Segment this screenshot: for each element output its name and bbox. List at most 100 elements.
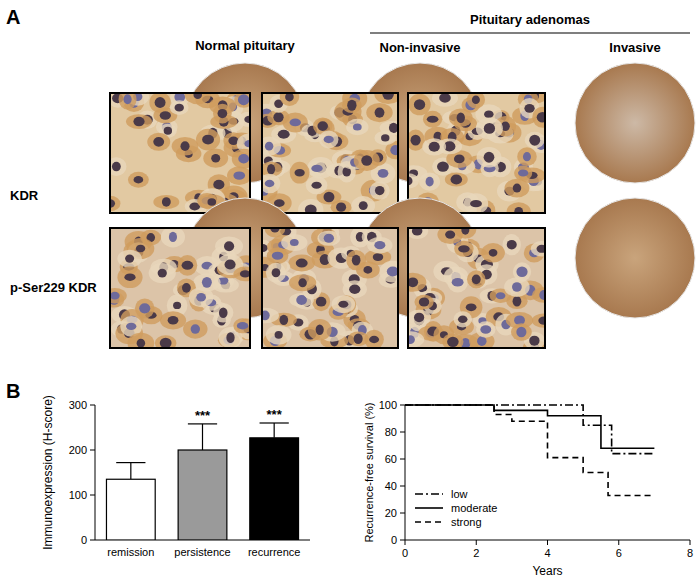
nucleus bbox=[123, 94, 131, 104]
nucleus bbox=[158, 269, 167, 278]
nucleus bbox=[272, 252, 283, 260]
cytoplasm bbox=[149, 263, 176, 283]
cytoplasm bbox=[445, 172, 468, 186]
nucleus bbox=[387, 267, 398, 277]
nucleus bbox=[480, 325, 491, 334]
nucleus bbox=[324, 136, 334, 143]
cytoplasm bbox=[262, 174, 280, 194]
nucleus bbox=[489, 249, 498, 257]
inset-background bbox=[110, 228, 250, 348]
nucleus bbox=[518, 170, 528, 177]
cytoplasm bbox=[290, 162, 310, 184]
nucleus bbox=[133, 117, 144, 127]
cytoplasm bbox=[454, 228, 476, 239]
nucleus bbox=[182, 261, 194, 270]
nucleus bbox=[316, 297, 327, 307]
cytoplasm bbox=[126, 114, 152, 129]
nucleus bbox=[211, 154, 220, 162]
nucleus bbox=[290, 239, 299, 246]
nucleus bbox=[155, 97, 166, 108]
nucleus bbox=[311, 182, 321, 189]
nucleus bbox=[458, 316, 468, 323]
y-tick bbox=[90, 450, 95, 451]
column-label: Normal pituitary bbox=[195, 38, 295, 53]
cytoplasm bbox=[203, 149, 228, 168]
cytoplasm bbox=[110, 196, 120, 212]
nucleus bbox=[513, 296, 522, 306]
cytoplasm bbox=[419, 173, 440, 191]
y-tick-label: 0 bbox=[391, 534, 397, 546]
y-tick-label: 80 bbox=[385, 426, 397, 438]
y-tick bbox=[400, 432, 405, 433]
tissue-core bbox=[575, 63, 695, 183]
cytoplasm bbox=[454, 241, 473, 257]
nucleus bbox=[202, 277, 212, 288]
cytoplasm bbox=[172, 137, 199, 156]
cytoplasm bbox=[308, 160, 327, 176]
nucleus bbox=[175, 104, 184, 112]
cytoplasm bbox=[408, 310, 431, 325]
nucleus bbox=[169, 232, 177, 242]
cytoplasm bbox=[366, 103, 392, 122]
tissue-core bbox=[575, 198, 695, 318]
nucleus bbox=[484, 110, 493, 118]
inset-frame bbox=[262, 93, 398, 213]
nucleus bbox=[369, 336, 379, 343]
inset-frame bbox=[110, 93, 250, 213]
nucleus bbox=[375, 107, 385, 117]
y-tick-label: 300 bbox=[69, 399, 87, 411]
cytoplasm bbox=[342, 98, 362, 113]
y-tick-label: 100 bbox=[379, 399, 397, 411]
cytoplasm bbox=[155, 335, 177, 348]
group-rule bbox=[370, 32, 690, 33]
nucleus bbox=[472, 274, 481, 284]
legend-label: moderate bbox=[451, 502, 497, 514]
nucleus bbox=[472, 95, 480, 104]
cytoplasm bbox=[467, 270, 486, 288]
nucleus bbox=[412, 228, 423, 236]
nucleus bbox=[457, 112, 465, 123]
nucleus bbox=[359, 201, 368, 210]
cytoplasm bbox=[476, 321, 496, 337]
nucleus bbox=[240, 270, 250, 277]
cytoplasm bbox=[532, 107, 545, 128]
nucleus bbox=[124, 273, 135, 280]
nucleus bbox=[173, 302, 181, 309]
nucleus bbox=[419, 297, 429, 306]
cytoplasm bbox=[364, 330, 384, 348]
survival-curve bbox=[405, 405, 654, 454]
significance: *** bbox=[267, 407, 283, 422]
cytoplasm bbox=[346, 119, 368, 135]
nucleus bbox=[262, 311, 270, 321]
legend-swatch bbox=[415, 507, 443, 509]
cytoplasm bbox=[153, 195, 179, 209]
nucleus bbox=[305, 204, 317, 213]
cytoplasm bbox=[514, 166, 532, 181]
panel-label: A bbox=[6, 6, 20, 28]
nucleus bbox=[265, 142, 273, 151]
cytoplasm bbox=[281, 234, 307, 251]
nucleus bbox=[513, 184, 522, 193]
cytoplasm bbox=[408, 94, 430, 115]
cytoplasm bbox=[262, 308, 279, 323]
cytoplasm bbox=[374, 93, 398, 104]
y-axis-label: Immunoexpression (H-score) bbox=[41, 395, 55, 550]
cytoplasm bbox=[374, 131, 396, 145]
nucleus bbox=[219, 307, 228, 318]
x-tick bbox=[476, 540, 477, 545]
cytoplasm bbox=[505, 179, 530, 198]
cytoplasm bbox=[511, 323, 532, 340]
nucleus bbox=[296, 259, 308, 268]
legend-swatch bbox=[415, 493, 443, 495]
nucleus bbox=[191, 324, 200, 334]
y-axis-label: Recurrence-free survival (%) bbox=[363, 403, 375, 543]
cytoplasm bbox=[127, 333, 154, 348]
inset-cells bbox=[110, 228, 250, 348]
nucleus bbox=[160, 111, 171, 119]
nucleus bbox=[272, 268, 281, 277]
cytoplasm bbox=[454, 311, 472, 327]
y-tick bbox=[400, 486, 405, 487]
nucleus bbox=[290, 119, 301, 127]
nucleus bbox=[317, 121, 328, 131]
nucleus bbox=[452, 278, 464, 286]
